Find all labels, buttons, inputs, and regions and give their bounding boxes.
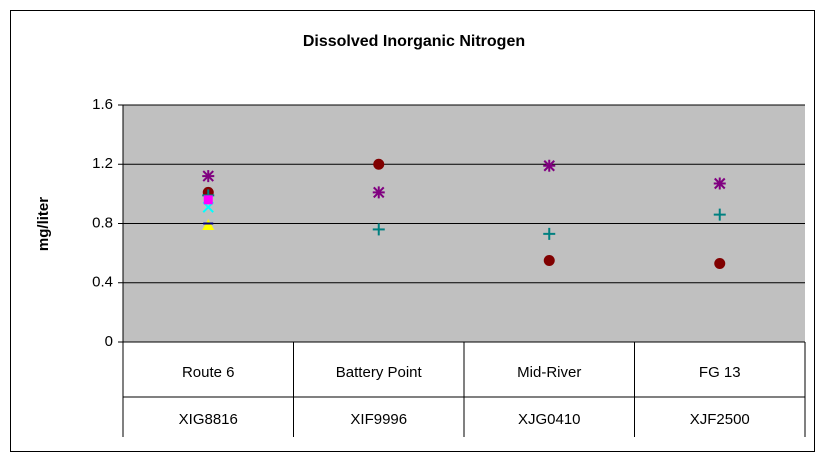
x-tick-label: FG 13 — [699, 364, 741, 381]
chart-title: Dissolved Inorganic Nitrogen — [303, 33, 525, 50]
y-axis-label: mg/liter — [35, 197, 52, 251]
marker-stroke — [373, 186, 385, 199]
x-tick-label: Mid-River — [517, 364, 581, 381]
y-tick-label: 1.6 — [92, 96, 113, 113]
marker — [713, 208, 726, 221]
marker — [202, 170, 215, 183]
marker — [203, 195, 213, 205]
marker-stroke — [543, 160, 555, 172]
marker-stroke — [714, 177, 726, 190]
x-tick-label: Battery Point — [336, 364, 423, 381]
x-tick-sublabel: XIG8816 — [179, 411, 238, 428]
x-tick-sublabel: XIF9996 — [350, 411, 407, 428]
y-tick-label: 0 — [105, 333, 113, 350]
marker — [373, 158, 385, 170]
y-tick-label: 0.4 — [92, 274, 113, 291]
marker-dot — [203, 195, 213, 205]
marker — [372, 223, 385, 236]
marker-stroke — [202, 170, 214, 182]
marker-dot — [373, 158, 385, 170]
y-tick-label: 1.2 — [92, 155, 113, 172]
marker-dot — [543, 255, 555, 267]
marker — [543, 227, 556, 240]
marker-dot — [714, 257, 726, 269]
x-tick-sublabel: XJG0410 — [518, 411, 581, 428]
marker — [543, 159, 556, 172]
y-tick-label: 0.8 — [92, 214, 113, 231]
x-tick-sublabel: XJF2500 — [690, 411, 750, 428]
marker — [543, 255, 555, 267]
marker — [714, 257, 726, 269]
x-tick-label: Route 6 — [182, 364, 235, 381]
marker — [372, 186, 385, 199]
marker — [713, 177, 726, 190]
